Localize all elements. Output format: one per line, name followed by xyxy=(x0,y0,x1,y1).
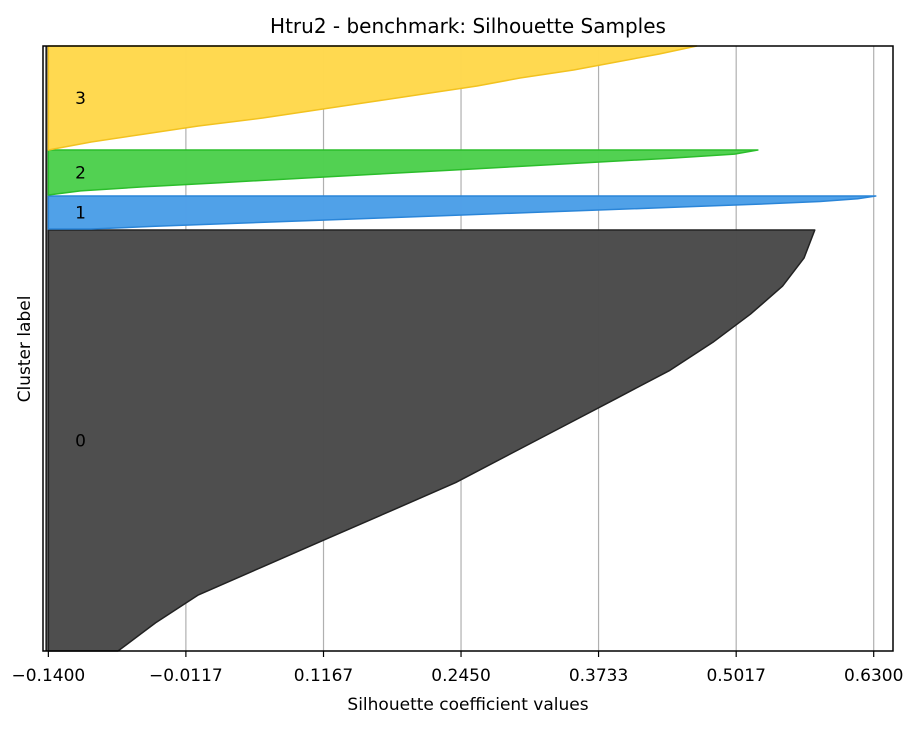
chart-title: Htru2 - benchmark: Silhouette Samples xyxy=(270,14,666,38)
x-tick-label-1: −0.0117 xyxy=(149,666,223,686)
x-tick-label-4: 0.3733 xyxy=(569,666,628,686)
silhouette-band-cluster-1 xyxy=(47,195,877,230)
y-axis-label: Cluster label xyxy=(15,296,35,403)
cluster-label-3: 3 xyxy=(75,89,86,109)
cluster-label-0: 0 xyxy=(75,432,86,452)
silhouette-band-cluster-3 xyxy=(47,45,698,151)
cluster-label-2: 2 xyxy=(75,164,86,184)
x-tick-label-6: 0.6300 xyxy=(844,666,903,686)
cluster-label-1: 1 xyxy=(75,204,86,224)
x-axis-label: Silhouette coefficient values xyxy=(347,695,588,715)
x-tick-label-3: 0.2450 xyxy=(431,666,490,686)
plot-frame xyxy=(42,45,894,652)
silhouette-band-cluster-0 xyxy=(47,229,816,652)
cluster-labels: 0 1 2 3 xyxy=(75,89,86,452)
silhouette-bands xyxy=(47,45,877,652)
x-tick-label-0: −0.1400 xyxy=(11,666,85,686)
x-ticks: −0.1400 −0.0117 0.1167 0.2450 0.3733 0.5017 0.… xyxy=(11,651,903,686)
silhouette-band-cluster-2 xyxy=(47,149,759,196)
x-tick-label-5: 0.5017 xyxy=(706,666,765,686)
x-tick-label-2: 0.1167 xyxy=(294,666,353,686)
